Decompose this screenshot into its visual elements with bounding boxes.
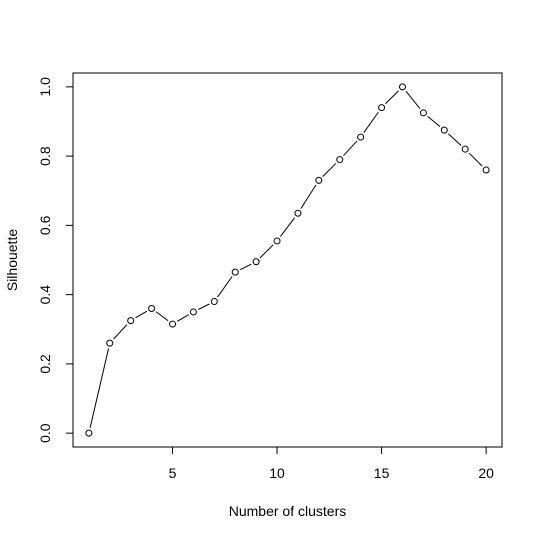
- y-tick-label: 1.0: [37, 77, 53, 97]
- x-axis: 5 10 15 20: [169, 447, 494, 481]
- data-point: [273, 237, 281, 245]
- series-line-segment: [363, 111, 379, 133]
- data-point: [357, 133, 365, 141]
- series-line-segment: [322, 163, 337, 177]
- data-point: [252, 258, 260, 266]
- x-axis-label: Number of clusters: [229, 503, 346, 519]
- x-tick-label: 10: [269, 465, 285, 481]
- series-line-segment: [343, 140, 358, 156]
- y-tick-label: 0.0: [37, 423, 53, 443]
- data-point: [419, 109, 427, 117]
- data-point: [210, 298, 218, 306]
- plot-frame: [72, 72, 503, 448]
- series-line-segment: [300, 184, 317, 209]
- data-point: [148, 304, 156, 312]
- data-point: [189, 308, 197, 316]
- series-line-segment: [177, 314, 189, 322]
- data-point: [336, 156, 344, 164]
- data-point: [440, 126, 448, 134]
- y-axis: 0.0 0.2 0.4 0.6 0.8 1.0: [37, 77, 73, 443]
- series-layer: [85, 83, 490, 437]
- x-tick-label: 5: [169, 465, 177, 481]
- data-point: [231, 268, 239, 276]
- data-point: [169, 320, 177, 328]
- series-line-segment: [448, 133, 462, 146]
- y-axis-label: Silhouette: [4, 229, 20, 291]
- series-line-segment: [385, 90, 399, 105]
- y-tick-label: 0.6: [37, 215, 53, 235]
- x-tick-label: 20: [478, 465, 494, 481]
- series-line-segment: [468, 152, 483, 167]
- series-line-segment: [135, 310, 148, 319]
- data-point: [461, 145, 469, 153]
- series-line-segment: [279, 217, 296, 237]
- data-point: [482, 166, 490, 174]
- series-line-segment: [89, 348, 110, 428]
- series-line-segment: [427, 115, 441, 128]
- series-line-segment: [155, 311, 169, 322]
- data-point: [85, 429, 93, 437]
- y-tick-label: 0.4: [37, 285, 53, 305]
- y-tick-label: 0.2: [37, 354, 53, 374]
- data-point: [127, 317, 135, 325]
- series-line-segment: [217, 276, 233, 298]
- data-point: [106, 339, 114, 347]
- series-line-segment: [405, 90, 421, 109]
- series-line-segment: [259, 244, 274, 259]
- y-tick-label: 0.8: [37, 146, 53, 166]
- series-line-segment: [198, 303, 210, 310]
- data-point: [398, 83, 406, 91]
- x-tick-label: 15: [374, 465, 390, 481]
- data-point: [378, 104, 386, 112]
- series-line-segment: [239, 263, 252, 271]
- data-point: [294, 209, 302, 217]
- series-line-segment: [113, 324, 128, 340]
- data-point: [315, 176, 323, 184]
